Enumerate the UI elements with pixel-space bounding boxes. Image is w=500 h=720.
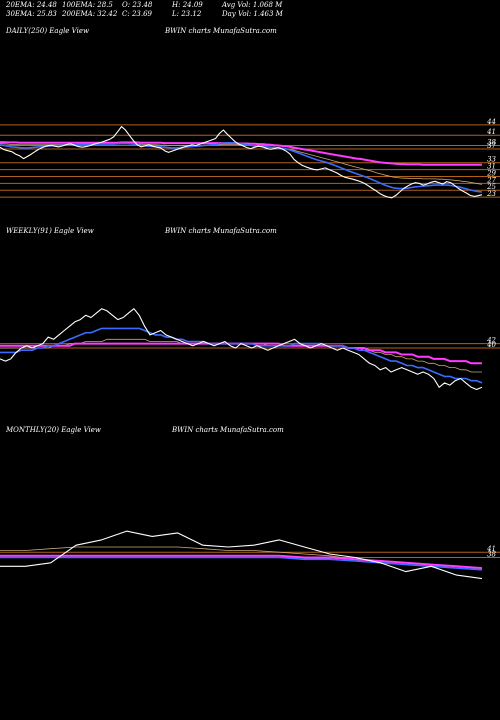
weekly-price-line bbox=[0, 308, 483, 391]
daily-panel-title: DAILY(250) Eagle View bbox=[6, 27, 89, 35]
daily-level-label: 44 bbox=[486, 118, 496, 126]
weekly-level-label: 40 bbox=[486, 341, 496, 349]
header-high: H: 24.09 bbox=[172, 1, 203, 9]
daily-level-label: 23 bbox=[486, 190, 496, 198]
header-ema30: 30EMA: 25.83 bbox=[6, 10, 57, 18]
monthly-ema-short-line bbox=[0, 556, 483, 571]
weekly-ema-short-line bbox=[0, 327, 483, 384]
daily-level-label: 37 bbox=[487, 142, 496, 150]
header-avgvol: Avg Vol: 1.068 M bbox=[222, 1, 283, 9]
monthly-level-label: 38 bbox=[487, 551, 496, 559]
daily-ema-short-line bbox=[0, 142, 483, 193]
monthly-level-label: 41 bbox=[486, 545, 496, 553]
daily-panel-source: BWIN charts MunafaSutra.com bbox=[165, 27, 277, 35]
daily-level-label: 27 bbox=[486, 176, 496, 184]
weekly-panel-title: WEEKLY(91) Eagle View bbox=[6, 227, 94, 235]
daily-level-label: 29 bbox=[486, 169, 496, 177]
header-ema100: 100EMA: 28.5 bbox=[62, 1, 113, 9]
daily-price-line bbox=[0, 126, 483, 199]
daily-level-label: 33 bbox=[487, 156, 496, 164]
header-close: C: 23.69 bbox=[122, 10, 152, 18]
daily-level-label: 25 bbox=[486, 183, 496, 191]
header-ema20: 20EMA: 24.48 bbox=[6, 1, 57, 9]
monthly-price-line bbox=[0, 530, 483, 580]
daily-level-label: 41 bbox=[486, 128, 496, 136]
monthly-panel-source: BWIN charts MunafaSutra.com bbox=[172, 426, 284, 434]
daily-level-label: 31 bbox=[487, 163, 496, 171]
daily-level-label: 38 bbox=[487, 139, 496, 147]
weekly-ema-long-line bbox=[0, 342, 482, 365]
header-low: L: 23.12 bbox=[172, 10, 202, 18]
monthly-ema-long-line bbox=[0, 554, 483, 570]
header-ema200: 200EMA: 32.42 bbox=[62, 10, 118, 18]
monthly-panel-title: MONTHLY(20) Eagle View bbox=[6, 426, 101, 434]
weekly-panel-source: BWIN charts MunafaSutra.com bbox=[165, 227, 277, 235]
header-open: O: 23.48 bbox=[122, 1, 153, 9]
weekly-level-label: 42 bbox=[486, 337, 496, 345]
header-dayvol: Day Vol: 1.463 M bbox=[222, 10, 283, 18]
